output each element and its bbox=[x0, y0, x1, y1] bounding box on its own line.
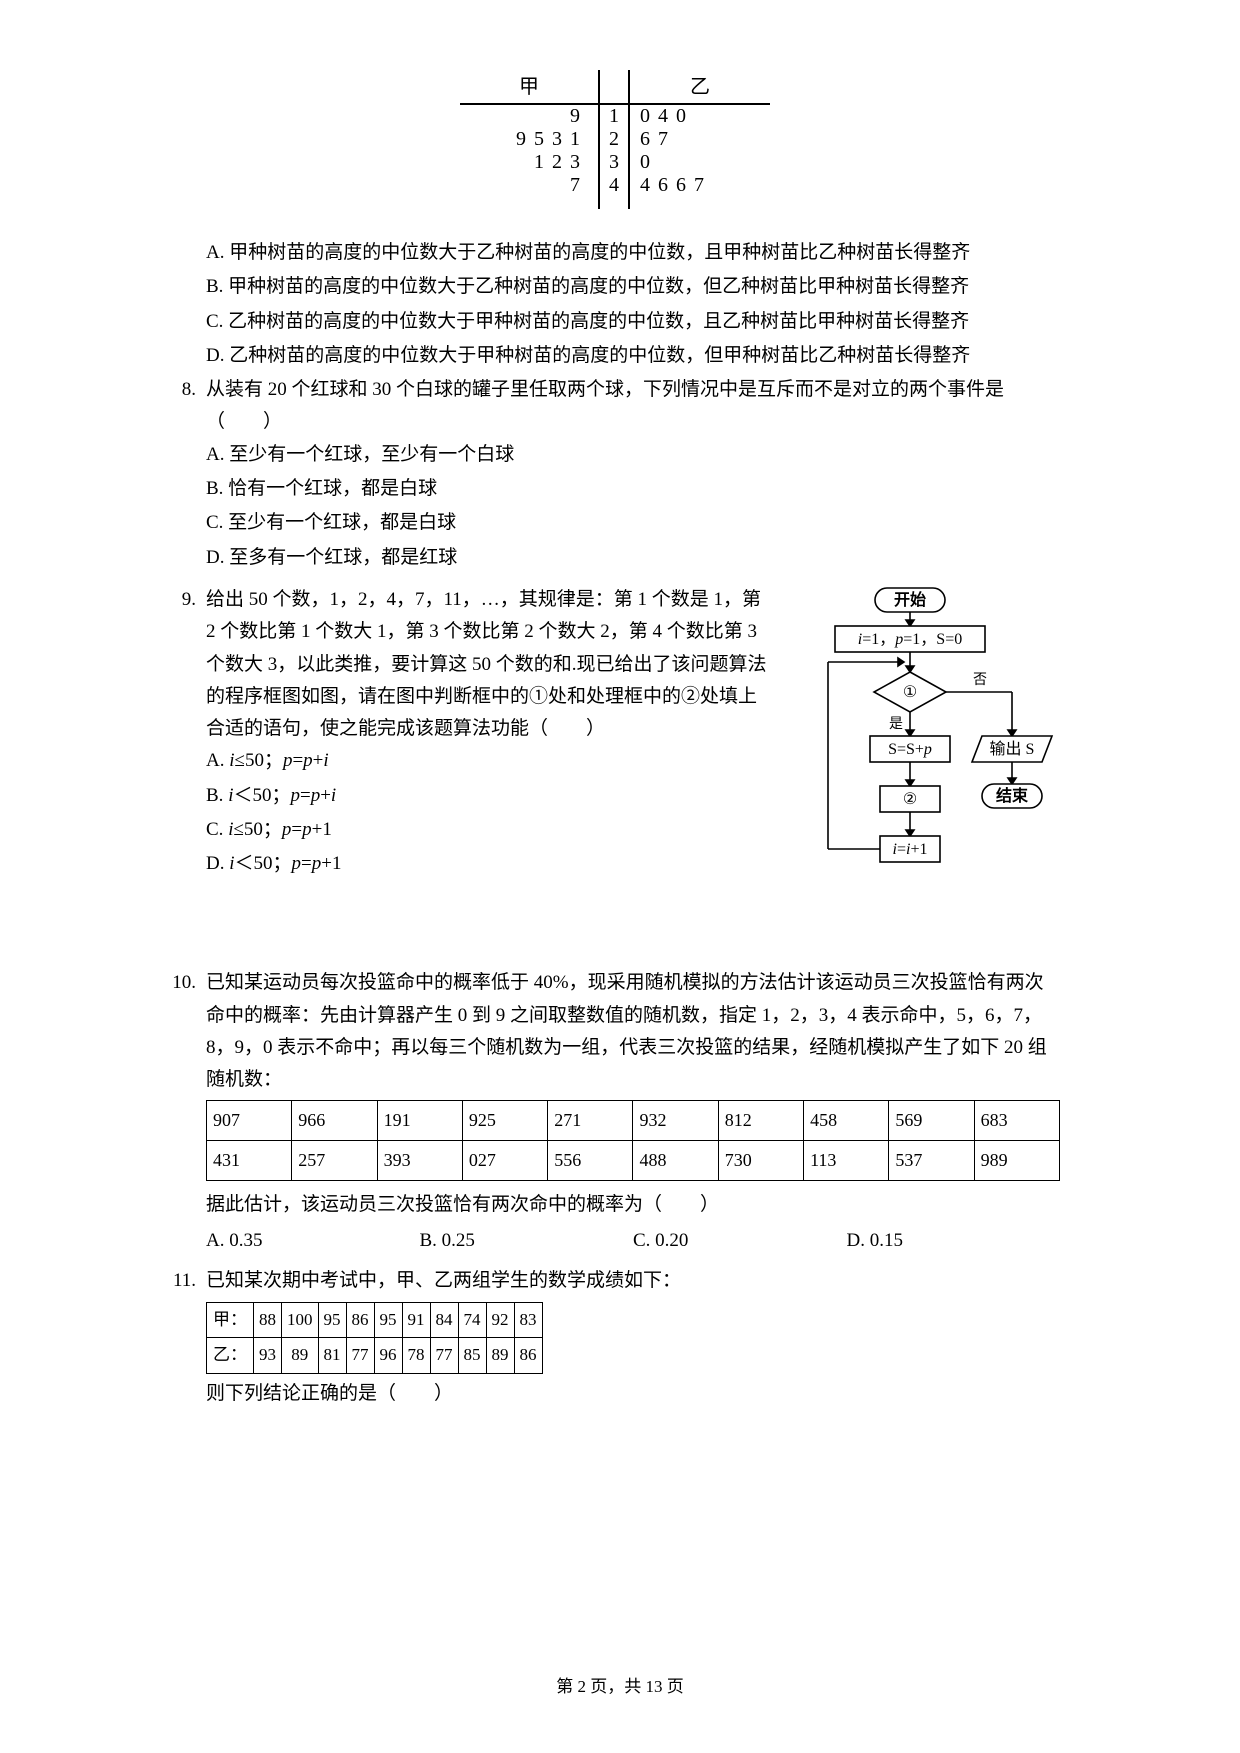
svg-text:开始: 开始 bbox=[894, 590, 926, 609]
stemleaf-header-left: 甲 bbox=[460, 70, 600, 105]
table-row: 907 966 191 925 271 932 812 458 569 683 bbox=[207, 1101, 1060, 1141]
stem-leaf-plot: 甲 乙 9 1 040 9531 2 67 123 3 0 7 4 4667 bbox=[460, 70, 770, 209]
svg-text:②: ② bbox=[903, 791, 917, 808]
q8-choice-c: C. 至少有一个红球，都是白球 bbox=[206, 507, 1060, 539]
stemleaf-header-right: 乙 bbox=[630, 70, 770, 105]
q9-number: 9. bbox=[170, 584, 206, 915]
stemleaf-r2-left: 123 bbox=[460, 151, 600, 174]
q9-choice-d: D. i＜50；p=p+1 bbox=[206, 848, 770, 880]
q10-number: 10. bbox=[170, 967, 206, 1257]
q9-choice-a: A. i≤50；p=p+i bbox=[206, 745, 770, 777]
q7-choice-d: D. 乙种树苗的高度的中位数大于甲种树苗的高度的中位数，但甲种树苗比乙种树苗长得… bbox=[206, 340, 1060, 372]
svg-text:①: ① bbox=[903, 684, 917, 701]
q11-stem2: 则下列结论正确的是（ ） bbox=[206, 1378, 1060, 1410]
stemleaf-r0-right: 040 bbox=[630, 105, 770, 128]
q9-choice-b: B. i＜50；p=p+i bbox=[206, 780, 770, 812]
q10-choice-b: B. 0.25 bbox=[420, 1225, 634, 1257]
question-11: 11. 已知某次期中考试中，甲、乙两组学生的数学成绩如下： 甲： 88 100 … bbox=[170, 1265, 1060, 1410]
stemleaf-r3-stem: 4 bbox=[600, 174, 630, 197]
svg-text:S=S+p: S=S+p bbox=[888, 741, 932, 758]
q11-number: 11. bbox=[170, 1265, 206, 1410]
q8-choice-d: D. 至多有一个红球，都是红球 bbox=[206, 542, 1060, 574]
q10-choice-a: A. 0.35 bbox=[206, 1225, 420, 1257]
question-8: 8. 从装有 20 个红球和 30 个白球的罐子里任取两个球，下列情况中是互斥而… bbox=[170, 374, 1060, 576]
q8-choice-a: A. 至少有一个红球，至少有一个白球 bbox=[206, 439, 1060, 471]
stemleaf-r1-stem: 2 bbox=[600, 128, 630, 151]
question-9: 9. 给出 50 个数，1，2，4，7，11，…，其规律是：第 1 个数是 1，… bbox=[170, 584, 1060, 915]
table-row: 乙： 93 89 81 77 96 78 77 85 89 86 bbox=[207, 1338, 543, 1374]
q8-choice-b: B. 恰有一个红球，都是白球 bbox=[206, 473, 1060, 505]
q7-choices: A. 甲种树苗的高度的中位数大于乙种树苗的高度的中位数，且甲种树苗比乙种树苗长得… bbox=[206, 237, 1060, 372]
q9-stem: 给出 50 个数，1，2，4，7，11，…，其规律是：第 1 个数是 1，第 2… bbox=[206, 584, 770, 745]
page-footer: 第 2 页，共 13 页 bbox=[0, 1672, 1240, 1697]
stemleaf-r0-left: 9 bbox=[460, 105, 600, 128]
q8-stem: 从装有 20 个红球和 30 个白球的罐子里任取两个球，下列情况中是互斥而不是对… bbox=[206, 374, 1060, 439]
stemleaf-r2-stem: 3 bbox=[600, 151, 630, 174]
q8-number: 8. bbox=[170, 374, 206, 576]
table-row: 431 257 393 027 556 488 730 113 537 989 bbox=[207, 1141, 1060, 1181]
q7-choice-c: C. 乙种树苗的高度的中位数大于甲种树苗的高度的中位数，且乙种树苗比甲种树苗长得… bbox=[206, 306, 1060, 338]
q10-choices: A. 0.35 B. 0.25 C. 0.20 D. 0.15 bbox=[206, 1225, 1060, 1257]
stemleaf-r1-right: 67 bbox=[630, 128, 770, 151]
stemleaf-r2-right: 0 bbox=[630, 151, 770, 174]
q9-choice-c: C. i≤50；p=p+1 bbox=[206, 814, 770, 846]
flowchart: 开始 i=1，p=1，S=0 ① bbox=[780, 584, 1060, 915]
q10-choice-c: C. 0.20 bbox=[633, 1225, 847, 1257]
q10-choice-d: D. 0.15 bbox=[847, 1225, 1061, 1257]
stemleaf-r3-left: 7 bbox=[460, 174, 600, 197]
q10-stem2: 据此估计，该运动员三次投篮恰有两次命中的概率为（ ） bbox=[206, 1189, 1060, 1221]
stemleaf-r0-stem: 1 bbox=[600, 105, 630, 128]
svg-text:输出 S: 输出 S bbox=[990, 740, 1035, 758]
q10-stem1: 已知某运动员每次投篮命中的概率低于 40%，现采用随机模拟的方法估计该运动员三次… bbox=[206, 967, 1060, 1096]
q7-choice-a: A. 甲种树苗的高度的中位数大于乙种树苗的高度的中位数，且甲种树苗比乙种树苗长得… bbox=[206, 237, 1060, 269]
q11-table: 甲： 88 100 95 86 95 91 84 74 92 83 乙： 93 … bbox=[206, 1302, 543, 1375]
q11-stem: 已知某次期中考试中，甲、乙两组学生的数学成绩如下： bbox=[206, 1265, 1060, 1297]
q10-table: 907 966 191 925 271 932 812 458 569 683 … bbox=[206, 1100, 1060, 1180]
stemleaf-r1-left: 9531 bbox=[460, 128, 600, 151]
q7-choice-b: B. 甲种树苗的高度的中位数大于乙种树苗的高度的中位数，但乙种树苗比甲种树苗长得… bbox=[206, 271, 1060, 303]
question-10: 10. 已知某运动员每次投篮命中的概率低于 40%，现采用随机模拟的方法估计该运… bbox=[170, 967, 1060, 1257]
svg-text:是: 是 bbox=[889, 717, 903, 732]
svg-text:结束: 结束 bbox=[995, 786, 1029, 805]
stemleaf-r3-right: 4667 bbox=[630, 174, 770, 197]
table-row: 甲： 88 100 95 86 95 91 84 74 92 83 bbox=[207, 1302, 543, 1338]
svg-text:i=1，p=1，S=0: i=1，p=1，S=0 bbox=[858, 631, 962, 648]
svg-text:i=i+1: i=i+1 bbox=[893, 841, 928, 858]
svg-text:否: 否 bbox=[973, 673, 987, 688]
